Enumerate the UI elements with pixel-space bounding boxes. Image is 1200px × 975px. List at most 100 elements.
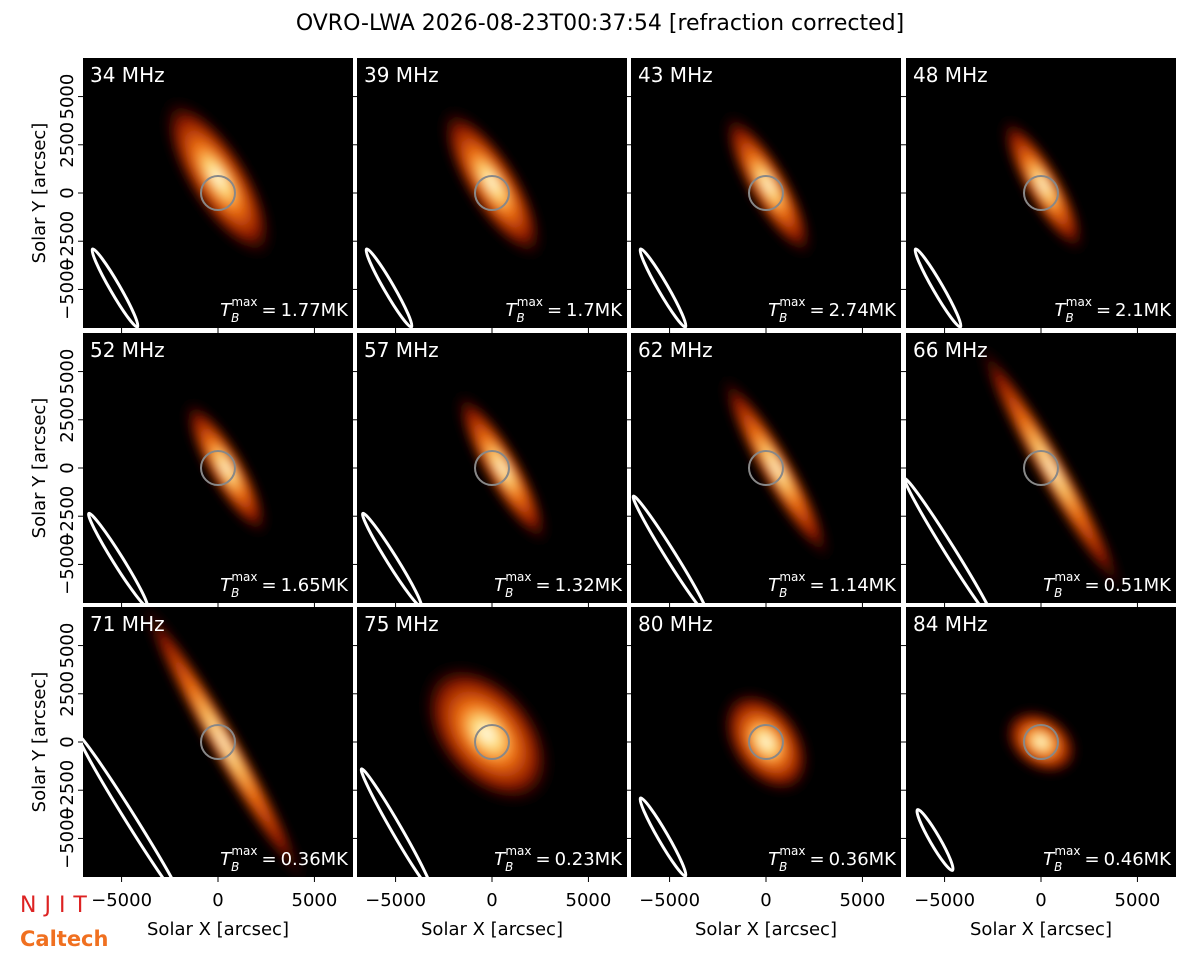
solar-disk [200, 724, 236, 760]
tb-value: 1.7MK [566, 300, 623, 321]
y-tick-label: −5000 [57, 534, 78, 595]
tb-symbol: T [220, 575, 233, 596]
emission [719, 688, 813, 796]
tb-sub: B [505, 860, 513, 874]
tb-symbol: T [768, 575, 781, 596]
tb-sub: B [1066, 311, 1074, 325]
panel [906, 333, 1176, 603]
tb-sup: max [231, 295, 257, 309]
panel [83, 58, 353, 328]
tb-value: 0.46MK [1104, 849, 1173, 870]
panel [906, 607, 1176, 877]
x-axis-label: Solar X [arcsec] [695, 919, 837, 940]
tb-sub: B [779, 860, 787, 874]
tb-max: TBmax = 1.7MK [506, 295, 624, 325]
emission [160, 95, 276, 261]
y-axis-label: Solar Y [arcsec] [29, 672, 50, 813]
tb-symbol: T [1055, 300, 1068, 321]
panel [357, 333, 627, 603]
emission [999, 114, 1087, 255]
tb-max: TBmax = 0.51MK [1043, 570, 1172, 600]
beam [638, 796, 688, 877]
tb-symbol: T [494, 575, 507, 596]
tb-symbol: T [494, 849, 507, 870]
beam [364, 247, 414, 328]
tb-symbol: T [1043, 849, 1056, 870]
beam [906, 477, 997, 603]
tb-sup: max [779, 295, 805, 309]
y-tick-label: 5000 [57, 349, 78, 395]
emission [1002, 707, 1080, 777]
frequency-label: 39 MHz [364, 63, 439, 87]
solar-disk [474, 450, 510, 486]
y-tick-label: 5000 [57, 74, 78, 120]
tb-sup: max [231, 844, 257, 858]
frequency-label: 84 MHz [913, 612, 988, 636]
y-tick-label: 5000 [57, 623, 78, 669]
tb-value: 0.36MK [281, 849, 350, 870]
beam [83, 734, 187, 877]
x-tick-label: 5000 [840, 890, 886, 911]
frequency-label: 75 MHz [364, 612, 439, 636]
emission [182, 398, 270, 538]
y-tick-label: −2500 [57, 486, 78, 547]
emission [136, 607, 310, 877]
beam [361, 511, 423, 603]
tb-sub: B [1054, 586, 1062, 600]
panel [83, 333, 353, 603]
tb-sup: max [505, 844, 531, 858]
frequency-label: 66 MHz [913, 338, 988, 362]
panel [906, 58, 1176, 328]
beam [638, 247, 688, 328]
tb-symbol: T [768, 849, 781, 870]
tb-eq: = [809, 300, 824, 321]
beam [90, 247, 140, 328]
tb-eq: = [1084, 575, 1099, 596]
tb-symbol: T [768, 300, 781, 321]
tb-eq: = [1096, 300, 1111, 321]
frequency-label: 62 MHz [638, 338, 713, 362]
tb-value: 1.77MK [281, 300, 350, 321]
tb-sup: max [779, 570, 805, 584]
y-tick-label: 0 [57, 187, 78, 198]
tb-max: TBmax = 0.36MK [768, 844, 897, 874]
tb-sub: B [779, 311, 787, 325]
solar-disk [474, 724, 510, 760]
tb-value: 2.1MK [1115, 300, 1172, 321]
solar-disk [1023, 724, 1059, 760]
caltech-logo: Caltech [20, 927, 108, 951]
beam [359, 767, 434, 877]
solar-disk [474, 175, 510, 211]
frequency-label: 34 MHz [90, 63, 165, 87]
panel [357, 58, 627, 328]
y-axis-label: Solar Y [arcsec] [29, 123, 50, 264]
njit-logo: NJIT [20, 893, 95, 918]
tb-symbol: T [220, 300, 233, 321]
x-tick-label: 0 [1035, 890, 1046, 911]
frequency-label: 57 MHz [364, 338, 439, 362]
tb-eq: = [547, 300, 562, 321]
solar-disk [748, 450, 784, 486]
emission [438, 105, 546, 261]
tb-sup: max [517, 295, 543, 309]
figure-title: OVRO-LWA 2026-08-23T00:37:54 [refraction… [296, 11, 904, 36]
beam [631, 494, 710, 603]
emission [419, 660, 555, 808]
panel [631, 58, 901, 328]
frequency-label: 52 MHz [90, 338, 165, 362]
x-axis-label: Solar X [arcsec] [147, 919, 289, 940]
y-tick-label: 0 [57, 462, 78, 473]
tb-eq: = [1084, 849, 1099, 870]
x-tick-label: 0 [212, 890, 223, 911]
tb-symbol: T [1043, 575, 1056, 596]
beam [87, 511, 149, 603]
emission [974, 337, 1128, 599]
beam [915, 808, 955, 872]
x-axis-label: Solar X [arcsec] [421, 919, 563, 940]
tb-sub: B [1054, 860, 1062, 874]
beam [913, 247, 963, 328]
emission [718, 372, 834, 564]
x-tick-label: 0 [760, 890, 771, 911]
tb-eq: = [535, 575, 550, 596]
